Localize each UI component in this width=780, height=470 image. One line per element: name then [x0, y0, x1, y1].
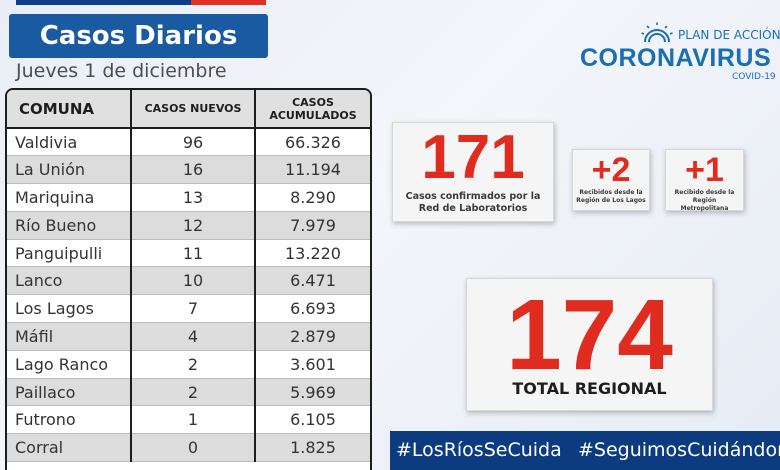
table-row: Lago Ranco 2 3.601 [7, 350, 370, 379]
cell-casos-nuevos: 2 [131, 350, 256, 379]
flag-red-stripe [191, 0, 266, 5]
cell-comuna: Río Bueno [7, 211, 132, 240]
cell-casos-acumulados: 3.601 [255, 350, 370, 379]
metropolitana-card: +1 Recibido desde la Región Metropolitan… [665, 149, 744, 212]
table-row: Corral 0 1.825 [7, 433, 370, 463]
cell-casos-nuevos: 0 [131, 433, 256, 463]
logo-coronavirus-text: CORONAVIRUS [580, 44, 772, 72]
cell-casos-acumulados: 8.290 [255, 183, 370, 212]
flag-blue-stripe [16, 0, 191, 5]
table-row: Máfil 4 2.879 [7, 322, 370, 351]
cell-casos-acumulados: 6.471 [255, 266, 370, 296]
table-row: Lanco 10 6.471 [7, 266, 370, 296]
table-row: Paillaco 2 5.969 [7, 378, 370, 407]
page-title: Casos Diarios [9, 14, 268, 58]
column-header-nuevos: CASOS NUEVOS [131, 90, 256, 129]
table-row: La Unión 16 11.194 [7, 155, 370, 185]
table-row: Valdivia 96 66.326 [7, 128, 370, 157]
cell-casos-nuevos: 4 [131, 322, 256, 351]
table-row: Río Bueno 12 7.979 [7, 211, 370, 240]
cell-comuna: Los Lagos [7, 294, 132, 324]
coronavirus-plan-logo: PLAN DE ACCIÓN CORONAVIRUS COVID-19 [580, 22, 780, 84]
lab-cases-label: Casos confirmados por la Red de Laborato… [405, 191, 541, 214]
metropolitana-label: Recibido desde la Región Metropolitana [674, 189, 735, 212]
cell-casos-nuevos: 1 [131, 405, 256, 435]
cell-casos-acumulados: 5.969 [255, 378, 370, 407]
los-lagos-label: Recibidos desde la Región de Los Lagos [576, 189, 646, 204]
cell-casos-nuevos: 13 [131, 183, 256, 212]
cell-comuna: Máfil [7, 322, 132, 351]
cell-casos-acumulados: 66.326 [255, 128, 370, 157]
table-row: Mariquina 13 8.290 [7, 183, 370, 212]
cell-casos-nuevos: 11 [131, 239, 256, 268]
government-sun-icon [641, 22, 673, 43]
table-row: Futrono 1 6.105 [7, 405, 370, 435]
logo-plan-text: PLAN DE ACCIÓN [678, 28, 780, 42]
cell-casos-nuevos: 7 [131, 294, 256, 324]
metropolitana-value: +1 [685, 151, 724, 189]
lab-cases-card: 171 Casos confirmados por la Red de Labo… [392, 122, 554, 222]
logo-covid-text: COVID-19 [732, 72, 776, 82]
cell-casos-nuevos: 10 [131, 266, 256, 296]
cell-casos-nuevos: 12 [131, 211, 256, 240]
report-date: Jueves 1 de diciembre [16, 60, 227, 82]
total-regional-label: TOTAL REGIONAL [512, 379, 667, 398]
cell-comuna: Paillaco [7, 378, 132, 407]
cell-comuna: La Unión [7, 155, 132, 185]
table-header-row: COMUNA CASOS NUEVOS CASOS ACUMULADOS [7, 90, 370, 129]
cell-comuna: Futrono [7, 405, 132, 435]
cell-casos-nuevos: 2 [131, 378, 256, 407]
lab-cases-value: 171 [421, 123, 525, 192]
cell-casos-acumulados: 11.194 [255, 155, 370, 185]
hashtag-seguimos: #SeguimosCuidándonos [578, 439, 780, 461]
cell-comuna: Lanco [7, 266, 132, 296]
cell-comuna: Mariquina [7, 183, 132, 212]
cell-comuna: Corral [7, 433, 132, 463]
cell-casos-acumulados: 7.979 [255, 211, 370, 240]
hashtag-banner: #LosRíosSeCuida #SeguimosCuidándonos [390, 431, 780, 470]
cell-casos-acumulados: 2.879 [255, 322, 370, 351]
los-lagos-card: +2 Recibidos desde la Región de Los Lago… [572, 149, 650, 211]
los-lagos-value: +2 [591, 151, 631, 189]
column-header-comuna: COMUNA [7, 90, 132, 129]
cell-casos-nuevos: 16 [131, 155, 256, 185]
top-flag-bar [16, 0, 266, 5]
table-row: Los Lagos 7 6.693 [7, 294, 370, 324]
cell-casos-nuevos: 96 [131, 128, 256, 157]
table-row: Panguipulli 11 13.220 [7, 239, 370, 268]
total-regional-value: 174 [506, 279, 673, 391]
cell-casos-acumulados: 6.105 [255, 405, 370, 435]
cases-table: COMUNA CASOS NUEVOS CASOS ACUMULADOS Val… [5, 88, 372, 470]
total-regional-card: 174 TOTAL REGIONAL [466, 278, 713, 411]
hashtag-los-rios: #LosRíosSeCuida [396, 439, 562, 461]
cell-casos-acumulados: 13.220 [255, 239, 370, 268]
cell-comuna: Valdivia [7, 128, 132, 157]
column-header-acumulados: CASOS ACUMULADOS [255, 90, 370, 129]
cell-casos-acumulados: 6.693 [255, 294, 370, 324]
cell-comuna: Lago Ranco [7, 350, 132, 379]
cell-casos-acumulados: 1.825 [255, 433, 370, 463]
cell-comuna: Panguipulli [7, 239, 132, 268]
